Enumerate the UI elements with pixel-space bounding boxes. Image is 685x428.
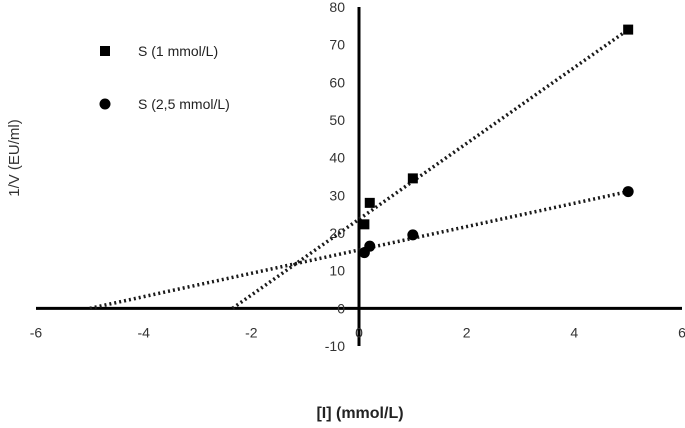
legend-entry-label: S (1 mmol/L) [138, 43, 218, 59]
x-axis-label: [I] (mmol/L) [316, 405, 403, 422]
data-points [358, 24, 634, 259]
y-tick-label: 80 [329, 0, 345, 15]
y-tick-label: 50 [329, 112, 345, 128]
x-tick-label: -4 [137, 324, 150, 340]
x-tick-label: 6 [678, 324, 685, 340]
x-tick-label: -6 [30, 324, 43, 340]
trendline-2 [89, 189, 629, 311]
legend: S (1 mmol/L) S (2,5 mmol/L) [99, 43, 230, 112]
y-tick-label: 10 [329, 263, 345, 279]
legend-marker-circle [99, 98, 111, 110]
data-point-square [407, 173, 418, 184]
tick-labels: -6 -4 -2 0 2 4 6 -10 0 10 20 30 40 50 60 70 80 [30, 0, 685, 354]
y-tick-label: 40 [329, 150, 345, 166]
x-tick-label: 0 [355, 324, 363, 340]
x-tick-label: 2 [463, 324, 471, 340]
data-point-circle [364, 240, 376, 252]
legend-marker-square [100, 46, 110, 56]
y-tick-label: 20 [329, 225, 345, 241]
x-tick-label: -2 [245, 324, 258, 340]
trendline-1 [231, 28, 630, 310]
data-point-circle [622, 186, 634, 198]
y-tick-label: 30 [329, 187, 345, 203]
y-tick-label: 0 [337, 300, 345, 316]
y-tick-label: -10 [325, 338, 345, 354]
legend-entry-label: S (2,5 mmol/L) [138, 96, 230, 112]
axes [36, 7, 682, 346]
y-axis-label: 1/V (EU/ml) [6, 119, 23, 197]
y-tick-label: 60 [329, 74, 345, 90]
y-tick-label: 70 [329, 37, 345, 53]
data-point-square [364, 197, 375, 208]
trendlines [89, 28, 630, 311]
data-point-square [359, 219, 370, 230]
x-tick-label: 4 [570, 324, 578, 340]
data-point-square [623, 24, 634, 35]
data-point-circle [407, 229, 419, 241]
